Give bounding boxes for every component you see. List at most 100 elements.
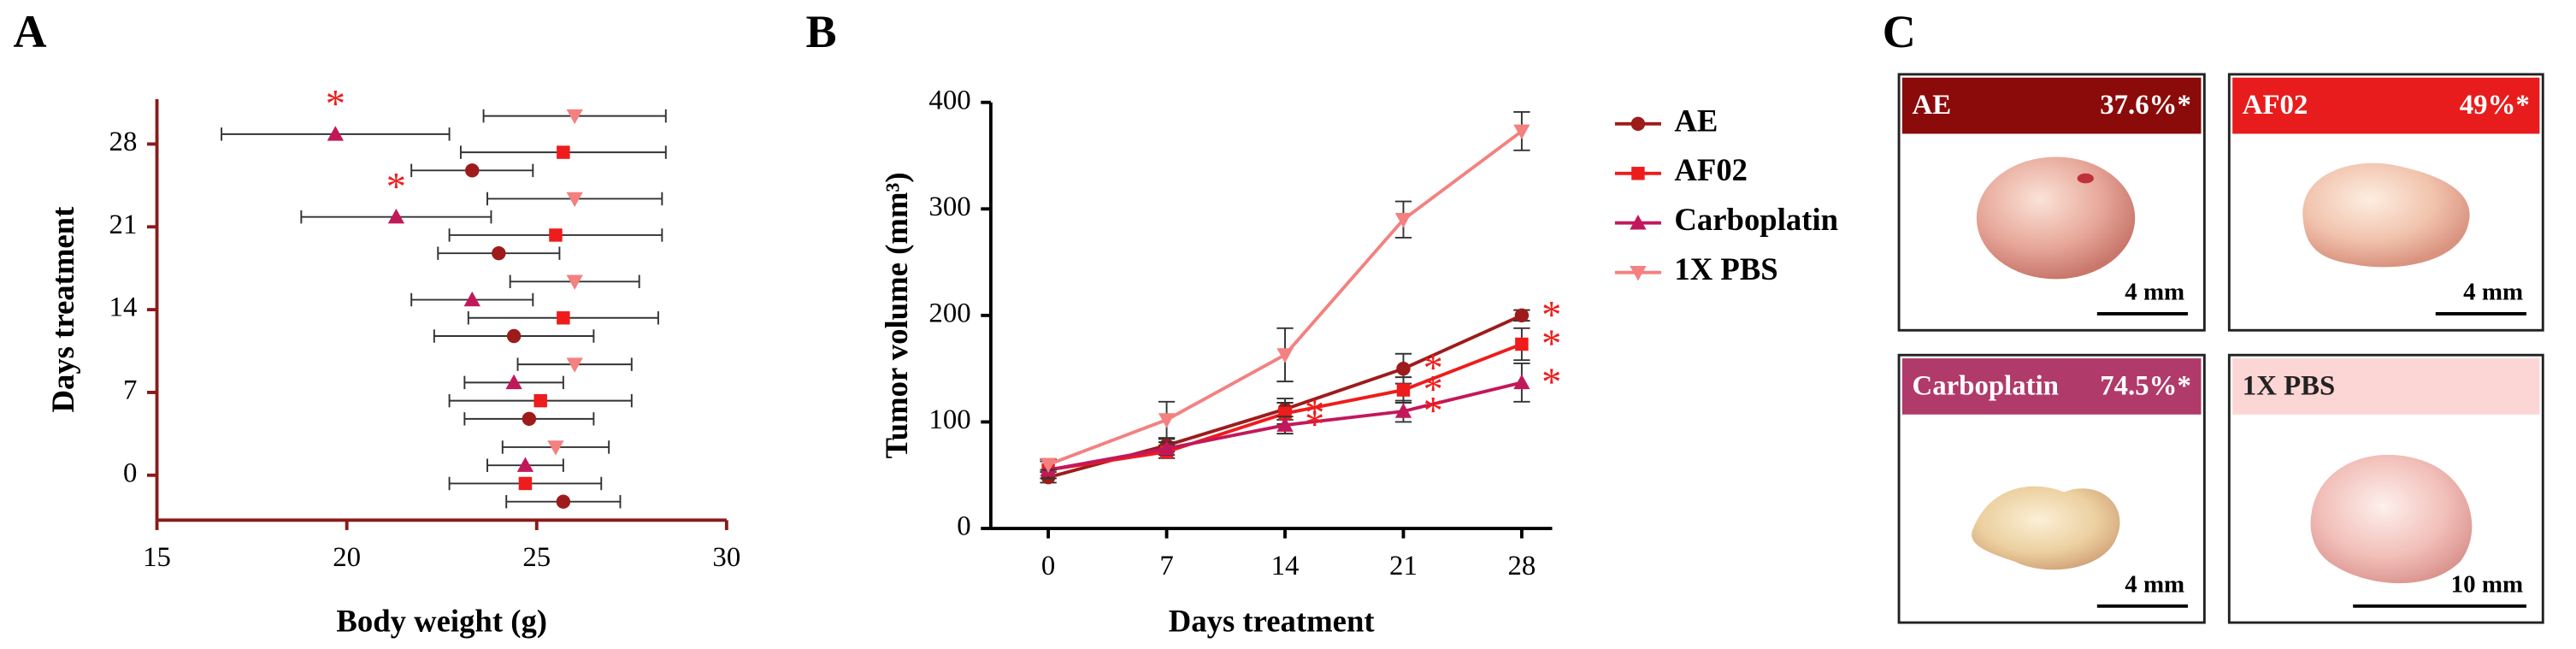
marker xyxy=(1276,348,1294,363)
x-tick-label: 0 xyxy=(1041,551,1055,581)
significance: * xyxy=(326,83,345,127)
significance: * xyxy=(1541,293,1561,337)
marker xyxy=(387,209,405,224)
legend-marker xyxy=(1630,215,1647,230)
marker xyxy=(566,109,583,125)
marker xyxy=(566,192,583,208)
panel-label: C xyxy=(1883,6,1916,57)
y-tick-label: 14 xyxy=(109,292,138,323)
y-tick-label: 21 xyxy=(109,209,138,240)
photo-frame xyxy=(2227,73,2544,332)
photo-header xyxy=(2232,358,2540,415)
marker xyxy=(518,476,533,491)
marker xyxy=(556,494,571,509)
photo-inhibition: 37.6%* xyxy=(2100,90,2191,121)
significance: * xyxy=(1305,392,1324,435)
marker xyxy=(1394,403,1412,418)
y-tick-label: 7 xyxy=(123,375,137,405)
marker xyxy=(557,311,570,325)
panel-b: 0 7 14 21 28 0 100 200 300 400 Days treatment Tumor… xyxy=(879,85,1838,638)
legend-label: AE xyxy=(1674,103,1718,138)
x-tick-label: 14 xyxy=(1271,551,1300,581)
tumor-photo xyxy=(2310,454,2473,584)
marker xyxy=(1513,374,1530,390)
significance: * xyxy=(1305,404,1324,447)
photo-header xyxy=(1901,358,2202,415)
y-axis-title: Days treatment xyxy=(45,206,80,413)
marker xyxy=(1276,416,1294,432)
marker xyxy=(1513,124,1530,140)
marker xyxy=(463,291,480,307)
marker xyxy=(533,393,547,408)
x-tick-label: 15 xyxy=(143,542,171,573)
panel-c: AE 37.6%* 4 mm AF02 49%* 4 mm Carboplatin 74.5%… xyxy=(1897,73,2544,624)
x-tick-label: 20 xyxy=(333,542,361,573)
photo-title: AF02 xyxy=(2243,90,2308,121)
y-tick-label: 200 xyxy=(928,298,970,328)
marker xyxy=(505,374,522,390)
marker xyxy=(1396,383,1411,397)
marker xyxy=(516,457,534,472)
tumor-photo xyxy=(2302,162,2470,268)
marker xyxy=(522,411,537,427)
marker xyxy=(547,440,564,456)
marker xyxy=(506,328,522,344)
significance: * xyxy=(386,165,406,209)
tumor-spot xyxy=(2077,173,2094,184)
tumor-photo xyxy=(1976,156,2136,280)
y-axis-title: Tumor volume (mm³) xyxy=(879,172,914,458)
x-axis-title: Body weight (g) xyxy=(336,603,547,638)
x-tick-label: 25 xyxy=(522,542,551,573)
x-tick-label: 28 xyxy=(1507,551,1536,581)
marker xyxy=(465,163,480,178)
photo-title: AE xyxy=(1913,90,1952,121)
legend-marker xyxy=(1630,265,1647,281)
y-tick-label: 400 xyxy=(928,85,970,115)
marker xyxy=(549,228,563,242)
photo-inhibition: 49%* xyxy=(2460,90,2530,121)
panel-label: A xyxy=(14,6,47,57)
marker xyxy=(1515,337,1529,351)
photo-frame xyxy=(1897,73,2206,332)
tumor-photo xyxy=(1972,486,2120,570)
scale-bar-label: 4 mm xyxy=(2125,570,2184,598)
marker xyxy=(557,145,570,159)
marker xyxy=(327,126,344,141)
photo-inhibition: 74.5%* xyxy=(2100,370,2191,401)
panel-a: 15 20 25 30 0 7 14 21 28 Body weight (g) Days trea… xyxy=(45,83,741,639)
x-axis-title: Days treatment xyxy=(1169,603,1376,638)
marker xyxy=(492,245,506,261)
legend-marker xyxy=(1631,167,1645,180)
x-tick-label: 21 xyxy=(1389,551,1418,581)
significance: * xyxy=(1541,322,1561,366)
marker xyxy=(566,357,583,373)
photo-header xyxy=(2232,77,2540,134)
y-tick-label: 0 xyxy=(123,457,137,488)
significance: * xyxy=(1424,389,1443,433)
significance: * xyxy=(1424,369,1443,412)
photo-title: 1X PBS xyxy=(2243,370,2336,401)
marker xyxy=(1158,440,1176,456)
y-tick-label: 300 xyxy=(928,192,970,222)
legend-label: Carboplatin xyxy=(1674,202,1838,237)
legend-label: AF02 xyxy=(1674,152,1748,187)
marker xyxy=(1040,457,1057,473)
photo-title: Carboplatin xyxy=(1913,370,2059,401)
y-tick-label: 28 xyxy=(109,127,138,157)
marker xyxy=(1396,361,1411,376)
x-tick-label: 30 xyxy=(712,542,740,573)
legend-marker xyxy=(1630,116,1646,132)
y-tick-label: 0 xyxy=(957,511,970,542)
marker xyxy=(1158,413,1176,428)
photo-frame xyxy=(2227,353,2544,624)
marker xyxy=(566,274,583,290)
scale-bar-label: 4 mm xyxy=(2463,278,2523,305)
marker xyxy=(1514,308,1530,323)
panel-label: B xyxy=(806,6,837,57)
marker xyxy=(1394,213,1412,228)
scale-bar-label: 4 mm xyxy=(2125,278,2184,305)
legend-label: 1X PBS xyxy=(1674,251,1777,286)
x-tick-label: 7 xyxy=(1159,551,1173,581)
photo-frame xyxy=(1897,353,2206,624)
